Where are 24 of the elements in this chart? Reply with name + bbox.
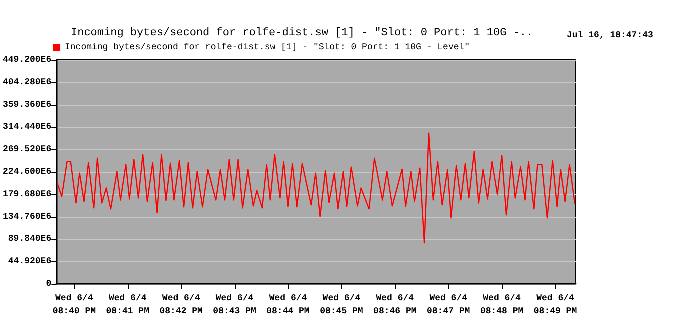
x-tick-label: Wed 6/4 08:45 PM xyxy=(320,294,364,316)
y-tick-label: 269.520E6 xyxy=(3,144,52,155)
x-tick-label: Wed 6/4 08:42 PM xyxy=(160,294,203,316)
y-tick-label: 44.920E6 xyxy=(8,256,52,267)
y-tick-label: 314.440E6 xyxy=(3,122,52,132)
x-tick-label: Wed 6/4 08:41 PM xyxy=(106,294,150,316)
text: Jul 16, 18:47:43 xyxy=(567,30,654,40)
y-tick-label: 134.760E6 xyxy=(3,212,52,222)
x-tick-label: Wed 6/4 08:48 PM xyxy=(480,294,524,316)
y-tick-label: 224.600E6 xyxy=(3,167,52,177)
legend-label: Incoming bytes/second for rolfe-dist.sw [1] - "Slot: 0 Port: 1 10G - Level" xyxy=(65,42,470,52)
x-tick-label: Wed 6/4 08:46 PM xyxy=(374,294,417,316)
x-tick-label: Wed 6/4 08:49 PM xyxy=(534,294,578,316)
chart-title: Incoming bytes/second for rolfe-dist.sw [1] - "Slot: 0 Port: 1 10G -.. xyxy=(71,28,534,40)
y-tick-label: 449.200E6 xyxy=(3,55,52,65)
y-tick-label: 0 xyxy=(46,279,52,289)
y-tick-label: 89.840E6 xyxy=(8,234,52,244)
x-tick-label: Wed 6/4 08:43 PM xyxy=(213,294,256,316)
x-tick-label: Wed 6/4 08:47 PM xyxy=(426,294,470,316)
x-tick-label: Wed 6/4 08:44 PM xyxy=(266,294,310,316)
y-tick-label: 179.680E6 xyxy=(3,189,52,200)
x-tick-label: Wed 6/4 08:40 PM xyxy=(52,294,96,316)
y-tick-label: 404.280E6 xyxy=(3,77,52,88)
y-tick-label: 359.360E6 xyxy=(3,100,52,110)
